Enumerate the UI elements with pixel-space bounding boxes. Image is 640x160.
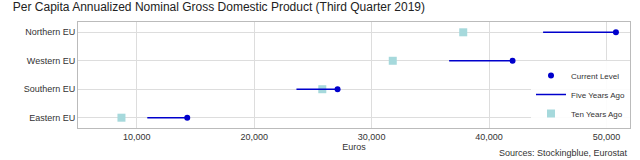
svg-text:Euros: Euros [342,142,366,152]
svg-text:40,000: 40,000 [475,132,503,142]
svg-text:20,000: 20,000 [240,132,268,142]
svg-text:Eastern EU: Eastern EU [29,113,75,123]
svg-text:Southern EU: Southern EU [24,84,76,94]
svg-text:30,000: 30,000 [358,132,386,142]
svg-text:10,000: 10,000 [123,132,151,142]
svg-text:Current Level: Current Level [571,72,619,81]
svg-text:Northern EU: Northern EU [25,27,75,37]
svg-text:Ten Years Ago: Ten Years Ago [571,110,623,119]
svg-text:Western EU: Western EU [27,56,75,66]
svg-text:Per Capita Annualized Nominal: Per Capita Annualized Nominal Gross Dome… [13,0,425,14]
svg-text:50,000: 50,000 [593,132,621,142]
svg-text:Five Years Ago: Five Years Ago [571,91,625,100]
svg-text:Sources: Stockingblue, Eurosta: Sources: Stockingblue, Eurostat [499,148,628,158]
